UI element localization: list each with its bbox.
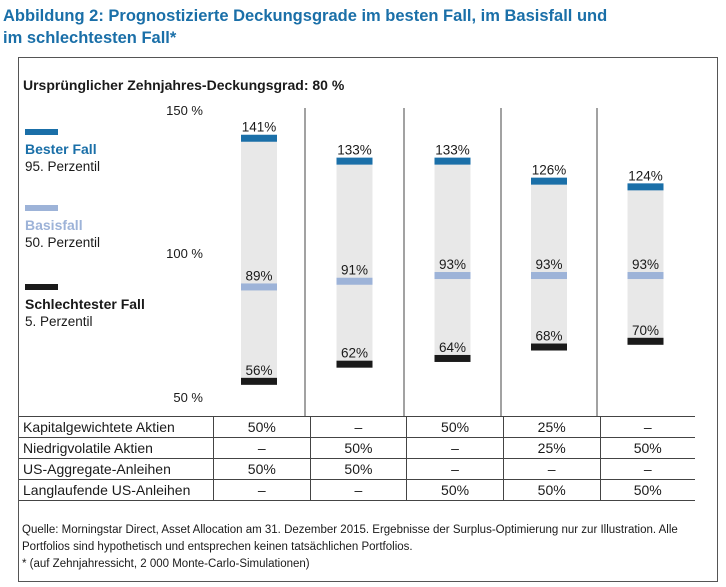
legend-label-base: Basisfall — [25, 217, 83, 233]
legend-swatch-best — [25, 129, 58, 135]
allocation-cell: 50% — [309, 437, 407, 459]
data-label-best: 133% — [337, 143, 372, 158]
data-label-best: 141% — [242, 120, 277, 135]
marker-worst — [531, 343, 567, 351]
footnote: * (auf Zehnjahressicht, 2 000 Monte-Carl… — [22, 558, 310, 570]
table-row: Kapitalgewichtete Aktien 50% –50% 25% – — [19, 416, 695, 438]
legend-swatch-base — [25, 205, 58, 211]
row-label: US-Aggregate-Anleihen — [19, 458, 214, 480]
data-label-worst: 56% — [245, 363, 272, 378]
table-row: US-Aggregate-Anleihen 50% 50% – – – — [19, 458, 695, 480]
range-band — [531, 180, 567, 347]
y-tick-50: 50 % — [173, 390, 203, 405]
legend-swatch-worst — [25, 284, 58, 290]
marker-best — [434, 157, 471, 165]
allocation-cell: 25% — [502, 437, 600, 459]
legend-best: Bester Fall 95. Perzentil — [25, 129, 100, 176]
allocation-cell: – — [213, 479, 311, 501]
title-line-2: im schlechtesten Fall* — [3, 29, 177, 47]
data-label-best: 133% — [435, 143, 470, 158]
title-line-1: Abbildung 2: Prognostizierte Deckungsgra… — [3, 7, 608, 25]
marker-base — [241, 283, 277, 291]
data-label-base: 93% — [535, 257, 562, 272]
legend-sub-base: 50. Perzentil — [25, 235, 101, 250]
data-label-base: 93% — [439, 257, 466, 272]
allocation-cell: 50% — [599, 437, 695, 459]
data-label-base: 91% — [341, 263, 368, 278]
marker-base — [627, 272, 664, 280]
allocation-table: Kapitalgewichtete Aktien 50% –50% 25% – Niedr… — [19, 416, 695, 501]
legend-worst: Schlechtester Fall 5. Perzentil — [25, 284, 145, 331]
legend-label-best: Bester Fall — [25, 141, 97, 157]
data-label-base: 89% — [245, 268, 272, 283]
marker-best — [627, 183, 664, 191]
range-band — [434, 160, 471, 358]
marker-best — [336, 157, 373, 165]
legend-sub-worst: 5. Perzentil — [25, 314, 93, 329]
data-label-worst: 68% — [535, 329, 562, 344]
data-label-worst: 70% — [632, 323, 659, 338]
data-label-best: 124% — [628, 168, 663, 183]
marker-base — [434, 272, 471, 280]
marker-worst — [336, 360, 373, 368]
row-label: Kapitalgewichtete Aktien — [19, 416, 214, 438]
marker-best — [241, 134, 277, 142]
y-tick-150: 150 % — [166, 103, 203, 118]
y-tick-100: 100 % — [166, 246, 203, 261]
allocation-cell: – — [309, 479, 407, 501]
legend-sub-best: 95. Perzentil — [25, 159, 101, 174]
range-band — [241, 137, 277, 381]
allocation-cell: – — [406, 458, 504, 480]
allocation-cell: 50% — [502, 479, 600, 501]
allocation-cell: 50% — [213, 458, 311, 480]
allocation-cell: – — [406, 437, 504, 459]
allocation-cell: – — [502, 458, 600, 480]
marker-worst — [627, 337, 664, 345]
marker-worst — [241, 377, 277, 385]
marker-base — [336, 277, 373, 285]
row-label: Langlaufende US-Anleihen — [19, 479, 214, 501]
allocation-cell: – — [309, 416, 407, 438]
allocation-cell: 25% — [502, 416, 600, 438]
data-label-best: 126% — [532, 163, 567, 178]
data-label-base: 93% — [632, 257, 659, 272]
chart-subtitle: Ursprünglicher Zehnjahres-Deckungsgrad: … — [23, 77, 345, 93]
allocation-cell: – — [213, 437, 311, 459]
allocation-cell: 50% — [406, 479, 504, 501]
marker-worst — [434, 354, 471, 362]
table-row: Langlaufende US-Anleihen – –50% 50% 50% — [19, 479, 695, 501]
marker-base — [531, 272, 567, 280]
source-note: Quelle: Morningstar Direct, Asset Alloca… — [22, 524, 678, 553]
row-label: Niedrigvolatile Aktien — [19, 437, 214, 459]
allocation-cell: 50% — [406, 416, 504, 438]
allocation-cell: 50% — [213, 416, 311, 438]
marker-best — [531, 177, 567, 185]
legend-base: Basisfall 50. Perzentil — [25, 205, 100, 252]
legend-label-worst: Schlechtester Fall — [25, 296, 145, 312]
data-label-worst: 62% — [341, 346, 368, 361]
range-band — [627, 186, 664, 341]
chart-title: Abbildung 2: Prognostizierte Deckungsgra… — [3, 5, 703, 49]
data-label-worst: 64% — [439, 340, 466, 355]
table-row: Niedrigvolatile Aktien –50% –25% 50% — [19, 437, 695, 459]
range-band — [336, 160, 373, 364]
allocation-cell: – — [599, 458, 695, 480]
allocation-cell: 50% — [599, 479, 695, 501]
allocation-cell: 50% — [309, 458, 407, 480]
allocation-cell: – — [599, 416, 695, 438]
